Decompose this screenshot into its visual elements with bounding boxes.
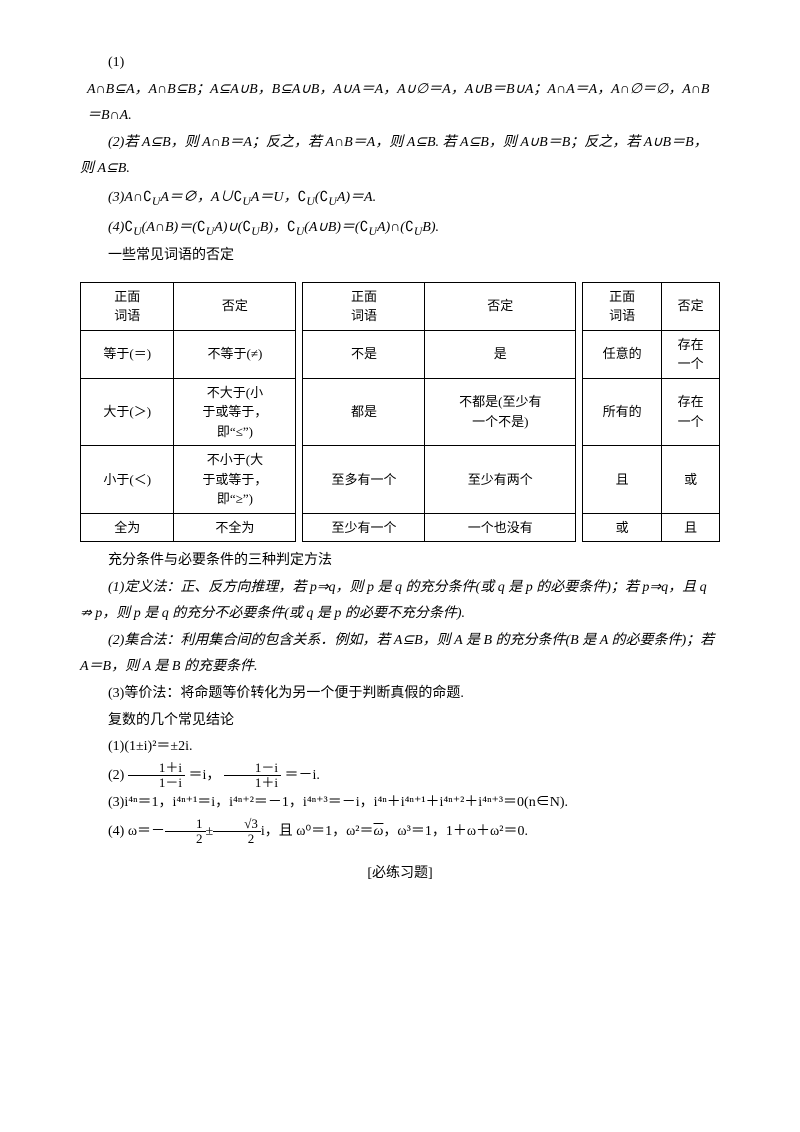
table-cell: 不大于(小于或等于，即“≤”) [174, 378, 296, 446]
table-cell: 都是 [303, 378, 425, 446]
page: (1) A∩B⊆A，A∩B⊆B；A⊆A∪B，B⊆A∪B，A∪A＝A，A∪∅＝A，… [0, 0, 800, 1132]
table-header: 正面词语 [303, 282, 425, 330]
table-cell: 或 [662, 446, 720, 514]
table-cell: 大于(＞) [81, 378, 174, 446]
set-identities-4: (4)∁U(A∩B)＝(∁UA)∪(∁UB)，∁U(A∪B)＝(∁UA)∩(∁U… [80, 213, 720, 243]
table-cell: 小于(＜) [81, 446, 174, 514]
complex-2: (2) 1＋i1－i ＝i， 1－i1＋i ＝－i. [80, 761, 720, 791]
table-header: 正面词语 [583, 282, 662, 330]
set-identities-3: (3)A∩∁UA＝∅，A∪∁UA＝U，∁U(∁UA)＝A. [80, 183, 720, 213]
complex-title: 复数的几个常见结论 [80, 708, 720, 735]
complex-3: (3)i⁴ⁿ＝1，i⁴ⁿ⁺¹＝i，i⁴ⁿ⁺²＝－1，i⁴ⁿ⁺³＝－i，i⁴ⁿ＋i… [80, 790, 720, 817]
set-identities-1: A∩B⊆A，A∩B⊆B；A⊆A∪B，B⊆A∪B，A∪A＝A，A∪∅＝A，A∪B＝… [80, 77, 720, 130]
negation-table: 正面词语 否定 正面词语 否定 正面词语 否定 等于(＝) 不等于(≠) 不是 … [80, 282, 720, 543]
table-header: 否定 [174, 282, 296, 330]
cond-def1: (1)定义法：正、反方向推理，若 p⇒q，则 p 是 q 的充分条件(或 q 是… [80, 575, 720, 628]
cond-def3: (3)等价法：将命题等价转化为另一个便于判断真假的命题. [80, 681, 720, 708]
set-identities-2: (2)若 A⊆B，则 A∩B＝A；反之，若 A∩B＝A，则 A⊆B. 若 A⊆B… [80, 130, 720, 183]
table-cell: 存在一个 [662, 330, 720, 378]
item1-label: (1) [80, 50, 720, 77]
table-cell: 至少有一个 [303, 513, 425, 542]
table-cell: 全为 [81, 513, 174, 542]
negation-title: 一些常见词语的否定 [80, 243, 720, 270]
cond-title: 充分条件与必要条件的三种判定方法 [80, 548, 720, 575]
complex-1: (1)(1±i)²＝±2i. [80, 734, 720, 761]
table-cell: 不是 [303, 330, 425, 378]
table-cell: 任意的 [583, 330, 662, 378]
table-cell: 或 [583, 513, 662, 542]
table-cell: 不都是(至少有一个不是) [425, 378, 576, 446]
footer-exercises: [必练习题] [80, 861, 720, 888]
table-header: 否定 [662, 282, 720, 330]
table-header: 否定 [425, 282, 576, 330]
cond-def2: (2)集合法：利用集合间的包含关系．例如，若 A⊆B，则 A 是 B 的充分条件… [80, 628, 720, 681]
table-cell: 不小于(大于或等于，即“≥”) [174, 446, 296, 514]
table-cell: 存在一个 [662, 378, 720, 446]
table-cell: 且 [662, 513, 720, 542]
table-cell: 等于(＝) [81, 330, 174, 378]
table-cell: 且 [583, 446, 662, 514]
table-cell: 一个也没有 [425, 513, 576, 542]
table-cell: 不等于(≠) [174, 330, 296, 378]
table-cell: 所有的 [583, 378, 662, 446]
table-header: 正面词语 [81, 282, 174, 330]
table-cell: 至多有一个 [303, 446, 425, 514]
table-cell: 至少有两个 [425, 446, 576, 514]
complex-4: (4) ω＝－12±√32i，且 ω⁰＝1，ω²＝ω，ω³＝1，1＋ω＋ω²＝0… [80, 817, 720, 847]
table-cell: 是 [425, 330, 576, 378]
table-cell: 不全为 [174, 513, 296, 542]
